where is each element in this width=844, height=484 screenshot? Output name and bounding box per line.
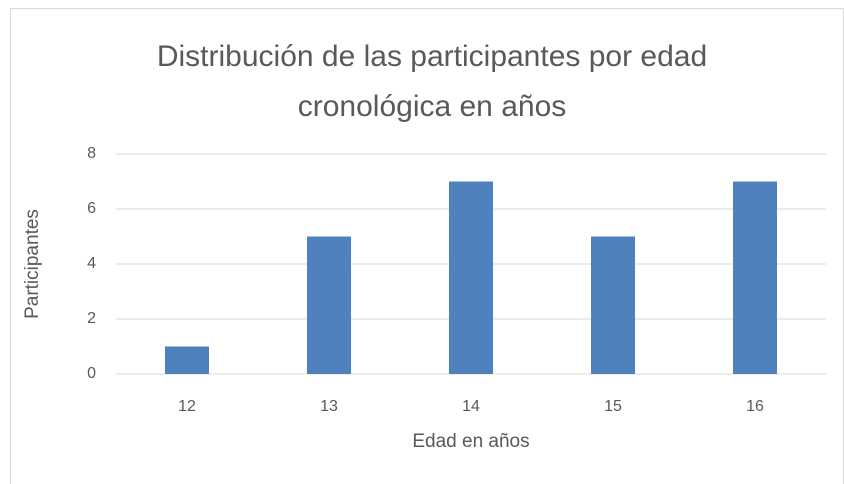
x-axis-label: Edad en años [412, 431, 529, 452]
y-tick-label: 0 [87, 365, 96, 382]
chart-title: cronológica en años [298, 90, 567, 123]
x-tick-label: 14 [462, 398, 480, 415]
x-tick-label: 15 [604, 398, 622, 415]
chart-title: Distribución de las participantes por ed… [157, 40, 707, 73]
bar [306, 236, 352, 374]
x-tick-label: 13 [320, 398, 338, 415]
y-tick-label: 2 [87, 310, 96, 327]
bar [590, 236, 636, 374]
bar [448, 181, 494, 374]
y-tick-label: 8 [87, 145, 96, 162]
y-tick-label: 4 [87, 255, 96, 272]
x-tick-label: 12 [178, 398, 196, 415]
bar [164, 346, 210, 374]
x-tick-label: 16 [746, 398, 764, 415]
y-tick-label: 6 [87, 200, 96, 217]
chart-frame [10, 8, 844, 484]
bar [732, 181, 778, 374]
y-axis-label: Participantes [22, 209, 43, 319]
